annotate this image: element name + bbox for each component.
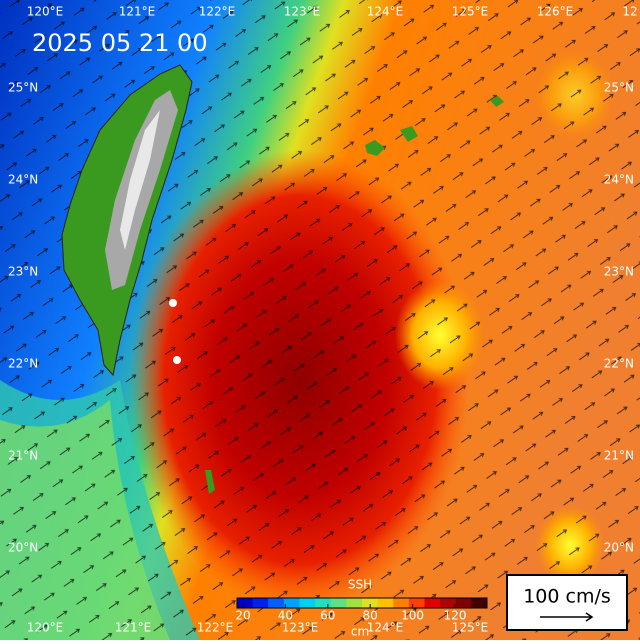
colorbar-tick-label: 80	[363, 609, 378, 623]
station	[173, 356, 181, 364]
colorbar-swatch	[455, 598, 472, 608]
colorbar-tick-label: 120	[444, 609, 467, 623]
lon-label: 122°E	[197, 621, 234, 635]
colorbar: 20 40 60 80 100 120	[235, 597, 488, 623]
colorbar-swatch	[268, 598, 285, 608]
colorbar-tick-label: 40	[278, 609, 293, 623]
lon-label: 125°E	[452, 621, 489, 635]
lon-label: 121°E	[115, 621, 152, 635]
lon-label: 120°E	[27, 5, 64, 19]
lon-label: 123°E	[282, 621, 319, 635]
colorbar-swatch	[299, 598, 316, 608]
lat-label: 25°N	[8, 81, 38, 95]
scale-box	[506, 574, 628, 631]
lat-label: 23°N	[8, 265, 38, 279]
station	[169, 299, 177, 307]
lat-label: 25°N	[604, 81, 634, 95]
lon-label: 125°E	[452, 5, 489, 19]
scale-label: 100 cm/s	[523, 586, 611, 608]
colorbar-title: SSH	[348, 578, 372, 592]
colorbar-tick-label: 60	[320, 609, 335, 623]
lon-label: 12	[622, 5, 637, 19]
lon-label: 124°E	[367, 5, 404, 19]
colorbar-tick-label: 20	[235, 609, 250, 623]
mountains	[120, 110, 160, 250]
colorbar-frame	[236, 597, 488, 609]
colorbar-swatch	[393, 598, 410, 608]
colorbar-swatch	[362, 598, 379, 608]
colorbar-swatch	[440, 598, 457, 608]
lon-label: 123°E	[284, 5, 321, 19]
lon-label: 124°E	[367, 621, 404, 635]
lat-label: 24°N	[8, 173, 38, 187]
colorbar-swatch	[346, 598, 363, 608]
colorbar-unit: cm	[351, 625, 369, 639]
lat-label: 20°N	[8, 541, 38, 555]
lat-label: 20°N	[604, 541, 634, 555]
colorbar-swatch	[330, 598, 347, 608]
colorbar-swatch	[252, 598, 269, 608]
lon-label: 126°E	[537, 5, 574, 19]
colorbar-swatch	[408, 598, 425, 608]
lon-label: 120°E	[27, 621, 64, 635]
scale-arrow	[540, 612, 594, 622]
colorbar-swatch	[471, 598, 488, 608]
timestamp: 2025 05 21 00	[32, 29, 208, 57]
lon-label: 121°E	[119, 5, 156, 19]
lat-label: 23°N	[604, 265, 634, 279]
lat-label: 21°N	[604, 449, 634, 463]
colorbar-tick-label: 100	[401, 609, 424, 623]
colorbar-swatch	[283, 598, 300, 608]
lat-label: 22°N	[8, 357, 38, 371]
colorbar-swatch	[424, 598, 441, 608]
colorbar-swatch	[315, 598, 332, 608]
lon-label: 122°E	[199, 5, 236, 19]
lat-label: 22°N	[604, 357, 634, 371]
lat-label: 24°N	[604, 173, 634, 187]
lat-label: 21°N	[8, 449, 38, 463]
colorbar-swatch	[237, 598, 254, 608]
colorbar-swatch	[377, 598, 394, 608]
